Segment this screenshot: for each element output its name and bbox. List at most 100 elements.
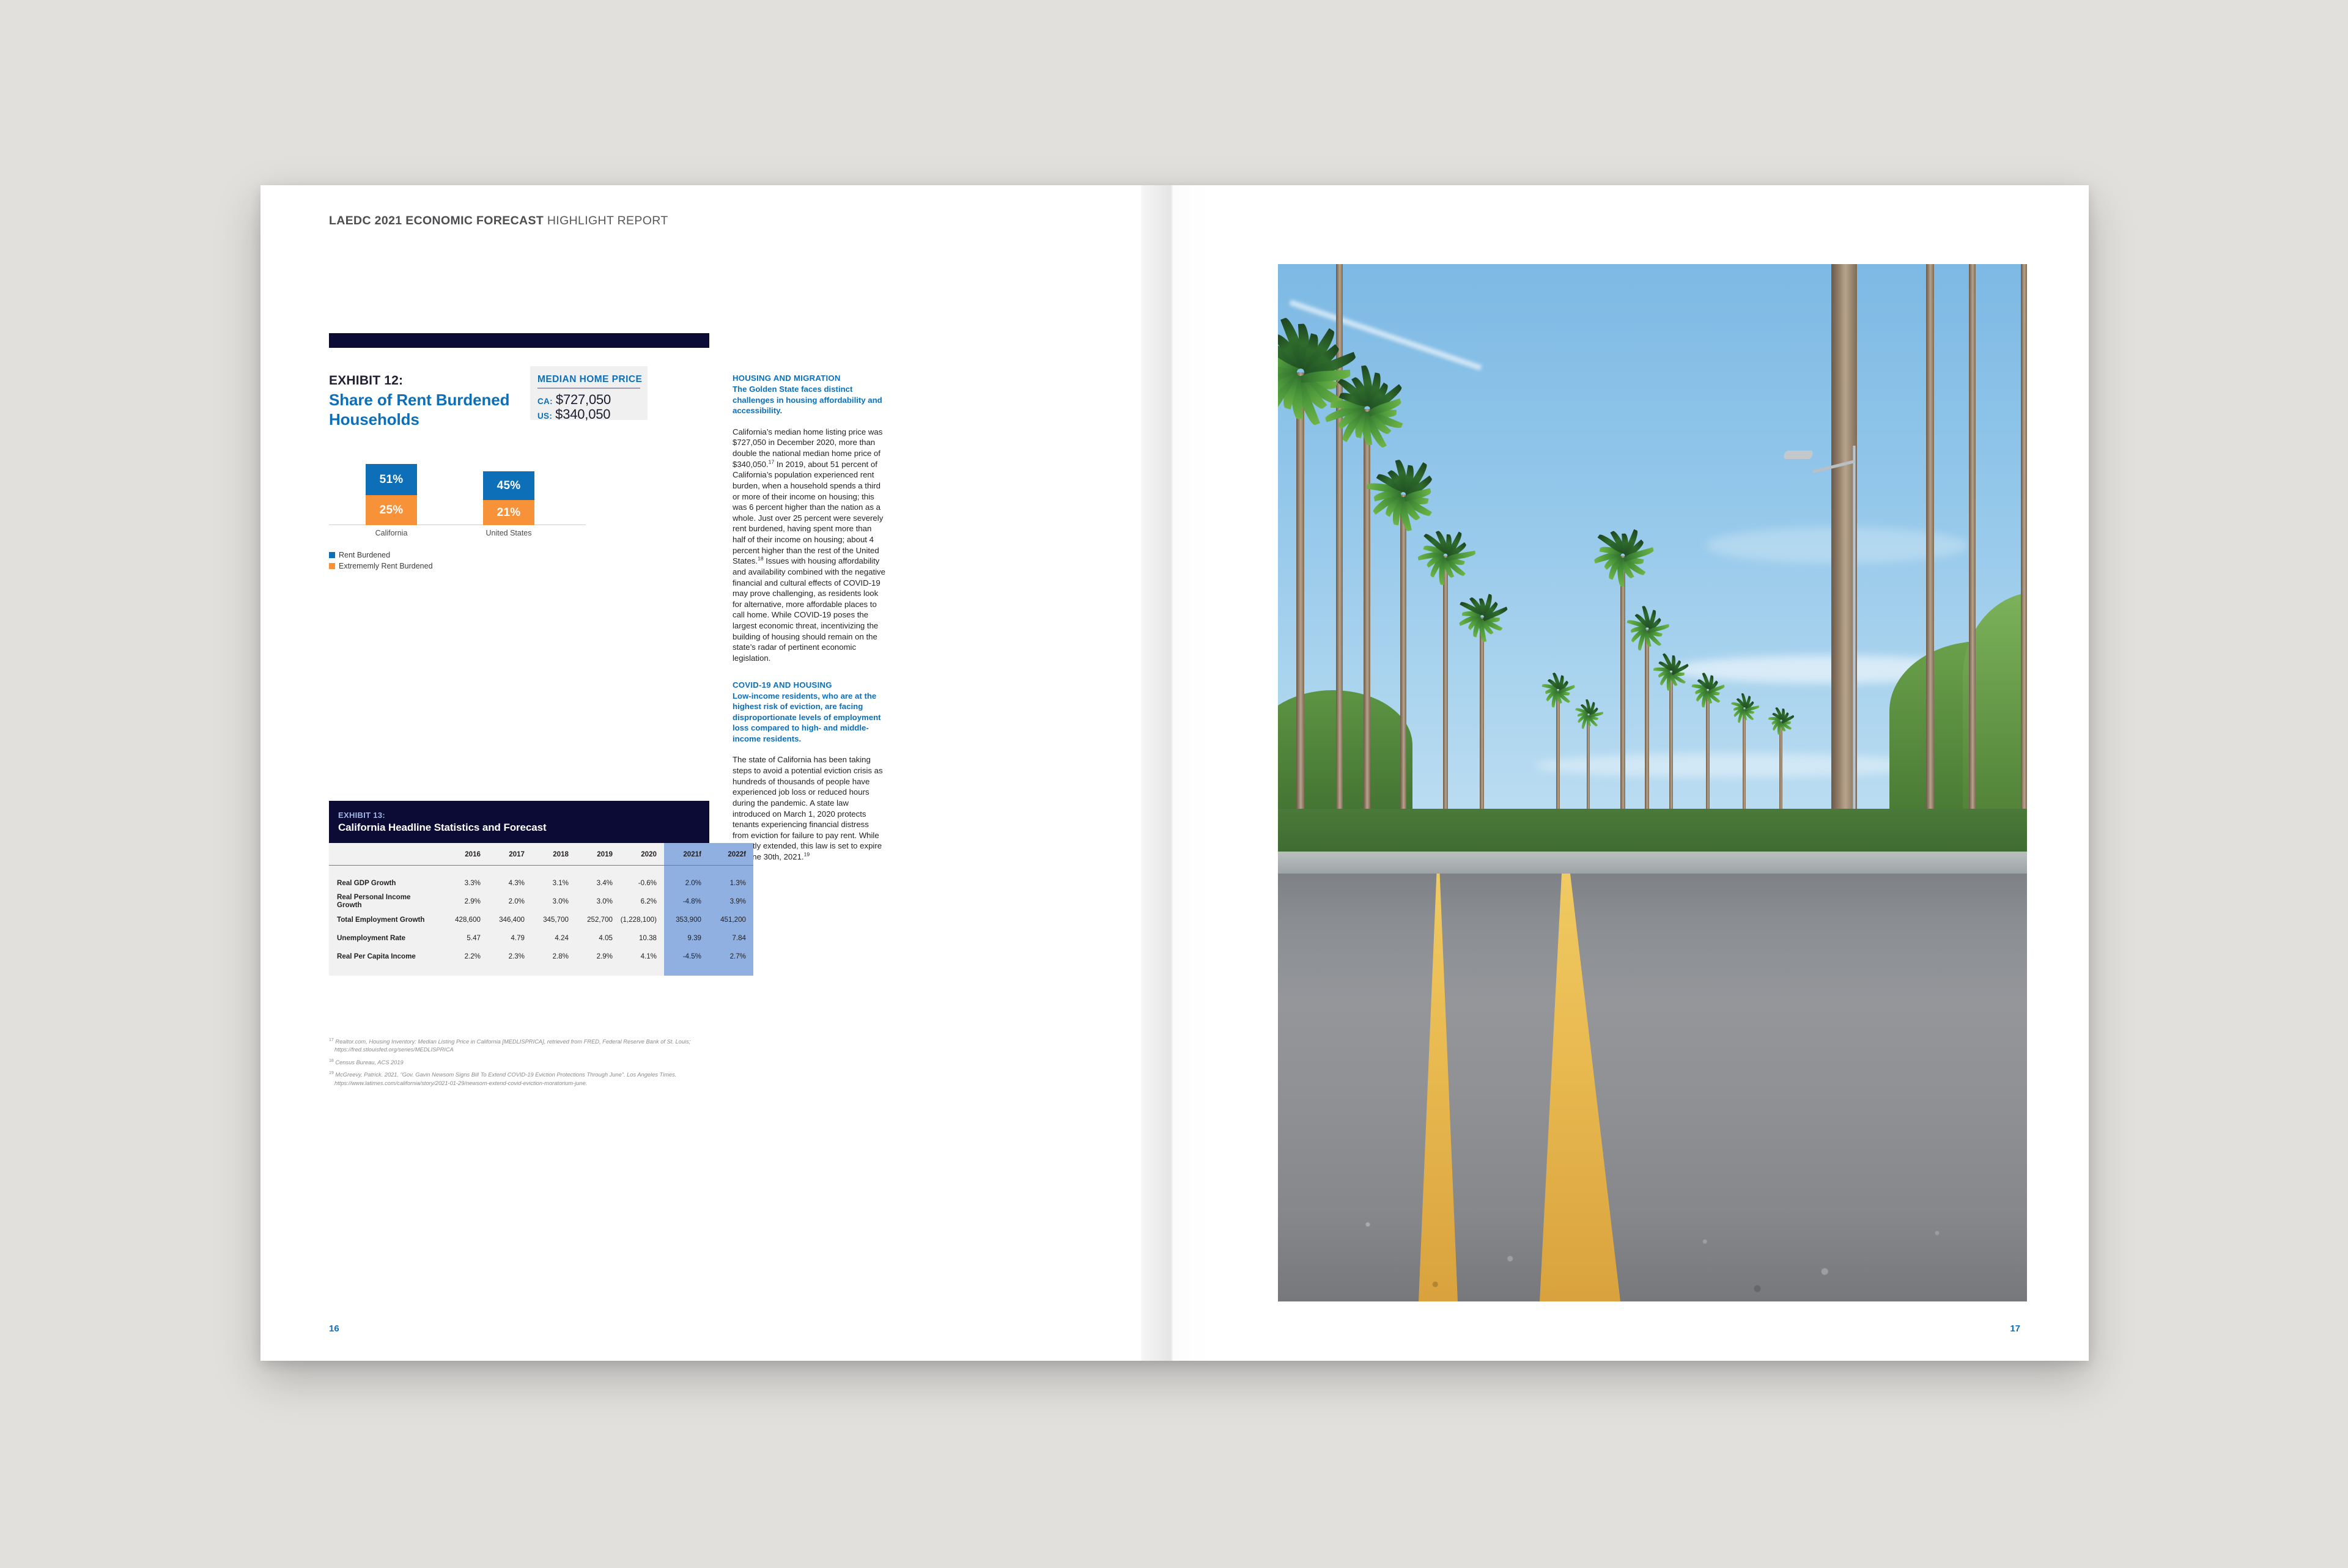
exhibit13-col-header-blank bbox=[329, 843, 444, 866]
palm-crown bbox=[1593, 529, 1655, 587]
footnote-ref-18: 18 bbox=[758, 555, 764, 562]
median-home-price-divider bbox=[537, 388, 640, 389]
palm-trunk bbox=[1926, 264, 1934, 874]
palm-tree bbox=[1324, 365, 1404, 874]
footnote-url: https://www.latimes.com/california/story… bbox=[334, 1080, 588, 1086]
median-home-price-title: MEDIAN HOME PRICE bbox=[537, 374, 643, 385]
page-number-right: 17 bbox=[2010, 1323, 2020, 1334]
footnote-text: Census Bureau, ACS 2019 bbox=[333, 1059, 404, 1066]
exhibit13-table-block: EXHIBIT 13: California Headline Statisti… bbox=[329, 801, 753, 976]
legend-item-rent-burdened: Rent Burdened bbox=[329, 551, 433, 559]
palm-trunk bbox=[1779, 721, 1782, 874]
exhibit13-col-header-2019: 2019 bbox=[597, 850, 613, 858]
table-spacer-cell bbox=[620, 866, 664, 874]
exhibit13-header: EXHIBIT 13: California Headline Statisti… bbox=[329, 801, 709, 843]
table-cell: 7.84 bbox=[709, 929, 753, 947]
palm-trunk bbox=[1556, 690, 1560, 874]
palm-crown bbox=[1541, 672, 1576, 708]
palm-trunk bbox=[1669, 672, 1673, 874]
palm-crown bbox=[1458, 594, 1508, 643]
page-right: LOOKING FORWARD California has faced a n… bbox=[1175, 185, 2089, 1361]
bar-value-label-extremely-rent-burdened: 21% bbox=[497, 506, 521, 519]
covid-section-heading: COVID-19 AND HOUSING bbox=[733, 680, 832, 690]
legend-label-rent-burdened: Rent Burdened bbox=[339, 551, 391, 559]
table-row: Real Per Capita Income 2.2% 2.3% 2.8% 2.9% 4.… bbox=[329, 947, 753, 965]
palm-tree bbox=[2021, 264, 2027, 874]
palm-tree bbox=[1730, 693, 1759, 874]
exhibit13-title: California Headline Statistics and Forec… bbox=[338, 822, 547, 833]
table-cell: 4.3% bbox=[508, 878, 525, 887]
footnotes: 17 Realtor.com, Housing Inventory: Media… bbox=[329, 1038, 940, 1092]
table-cell: 3.4% bbox=[596, 878, 613, 887]
palm-trunk bbox=[1400, 495, 1406, 874]
table-spacer-cell bbox=[329, 965, 444, 976]
street-lamp-pole bbox=[1853, 446, 1856, 874]
legend-swatch-blue bbox=[329, 552, 335, 558]
table-spacer-cell bbox=[532, 866, 576, 874]
table-spacer-cell bbox=[576, 965, 620, 976]
table-spacer-cell bbox=[329, 866, 444, 874]
table-cell: 451,200 bbox=[709, 910, 753, 929]
covid-body-1: The state of California has been taking … bbox=[733, 755, 883, 862]
palm-tree bbox=[1593, 529, 1655, 874]
table-spacer-cell bbox=[532, 965, 576, 976]
table-cell: 5.47 bbox=[467, 933, 481, 942]
palm-crown bbox=[1625, 605, 1669, 651]
table-spacer-cell bbox=[664, 865, 709, 874]
palm-crown bbox=[1417, 530, 1477, 585]
footnote-text: McGreevy, Patrick. 2021. “Gov. Gavin New… bbox=[333, 1072, 677, 1078]
running-head-bold: LAEDC 2021 ECONOMIC FORECAST bbox=[329, 214, 544, 227]
table-cell: 2.0% bbox=[664, 874, 709, 892]
table-cell: -4.8% bbox=[664, 892, 709, 910]
bar-category-label: California bbox=[375, 529, 408, 537]
table-cell: 10.38 bbox=[638, 933, 657, 942]
palm-trunk bbox=[1645, 629, 1649, 874]
table-cell: -4.5% bbox=[664, 947, 709, 965]
palm-trunk bbox=[1620, 556, 1625, 874]
table-cell: 2.0% bbox=[508, 897, 525, 905]
exhibit13-col-header-2017: 2017 bbox=[509, 850, 525, 858]
table-spacer-row bbox=[329, 965, 753, 976]
palm-crown bbox=[1653, 652, 1689, 691]
exhibit13-col-header-2022f: 2022f bbox=[709, 843, 753, 866]
table-row: Real GDP Growth 3.3% 4.3% 3.1% 3.4% -0.6% 2.0%… bbox=[329, 874, 753, 892]
exhibit12-title: Share of Rent Burdened Households bbox=[329, 391, 510, 429]
covid-section: COVID-19 AND HOUSING Low-income resident… bbox=[733, 680, 887, 863]
median-home-price-card: MEDIAN HOME PRICE CA: $727,050 US: $340,… bbox=[530, 366, 648, 422]
footnote: 17 Realtor.com, Housing Inventory: Media… bbox=[329, 1038, 940, 1055]
palm-tree bbox=[1626, 605, 1669, 874]
table-spacer-cell bbox=[620, 965, 664, 976]
exhibit13-col-header-2016: 2016 bbox=[465, 850, 481, 858]
bar-value-label-extremely-rent-burdened: 25% bbox=[379, 503, 404, 517]
footnote-number: 18 bbox=[329, 1058, 334, 1063]
footnote-text: Realtor.com, Housing Inventory: Median L… bbox=[333, 1039, 691, 1045]
table-cell: 4.1% bbox=[640, 952, 657, 960]
table-cell: 4.24 bbox=[555, 933, 569, 942]
housing-section-heading: HOUSING AND MIGRATION bbox=[733, 374, 841, 383]
table-cell: 353,900 bbox=[664, 910, 709, 929]
running-head-light: HIGHLIGHT REPORT bbox=[544, 214, 668, 227]
table-cell: 4.79 bbox=[511, 933, 525, 942]
median-home-price-row-us: US: $340,050 bbox=[537, 407, 611, 422]
exhibit12-kicker: EXHIBIT 12: bbox=[329, 374, 404, 388]
palm-trunk bbox=[1743, 709, 1746, 874]
exhibit13-table: 2016 2017 2018 2019 2020 2021f 2022f Real GDP … bbox=[329, 843, 753, 976]
table-row: Real Personal Income Growth 2.9% 2.0% 3.0% 3… bbox=[329, 892, 753, 910]
table-row: Unemployment Rate 5.47 4.79 4.24 4.05 10.38 9.… bbox=[329, 929, 753, 947]
palm-trunk bbox=[1587, 715, 1590, 874]
exhibit13-col-header-2018: 2018 bbox=[553, 850, 569, 858]
table-spacer-cell bbox=[488, 965, 532, 976]
median-home-price-row-ca: CA: $727,050 bbox=[537, 392, 611, 408]
table-row-label: Real Per Capita Income bbox=[337, 952, 416, 960]
palm-tree bbox=[1417, 530, 1477, 874]
housing-body-3: Issues with housing affordability and av… bbox=[733, 556, 885, 663]
table-row: Total Employment Growth 428,600 346,400 345… bbox=[329, 910, 753, 929]
covid-section-paragraph: The state of California has been taking … bbox=[733, 754, 887, 862]
median-home-price-label-us: US: bbox=[537, 411, 553, 421]
palm-tree bbox=[1278, 315, 1357, 874]
bar-segment-rent-burdened: 45% bbox=[483, 471, 534, 500]
table-cell: 3.1% bbox=[552, 878, 569, 887]
bar-segment-rent-burdened: 51% bbox=[366, 464, 417, 495]
palm-crown bbox=[1768, 706, 1795, 735]
palm-crown bbox=[1574, 699, 1603, 729]
